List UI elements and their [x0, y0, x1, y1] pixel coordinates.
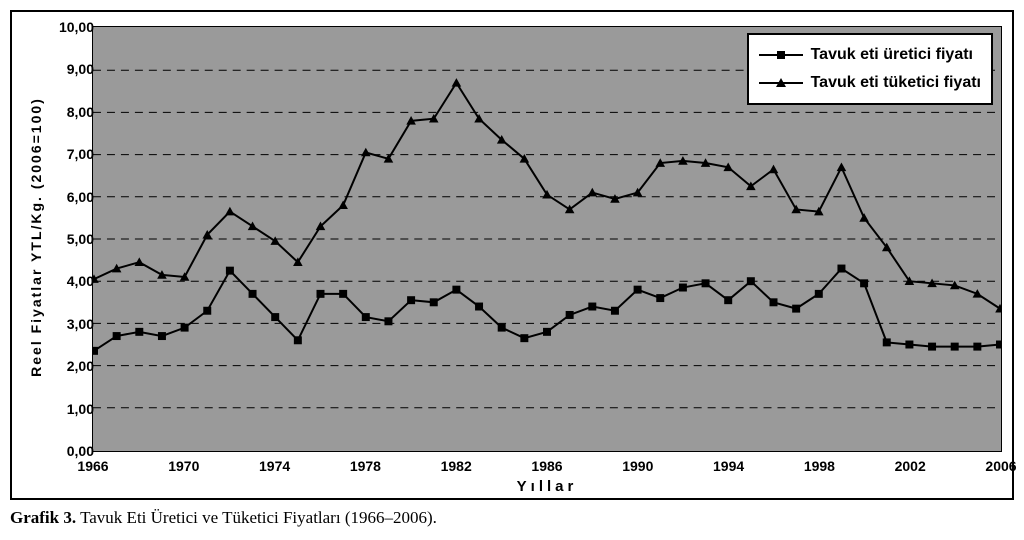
data-marker: [249, 290, 257, 298]
y-tick-label: 7,00: [44, 146, 94, 162]
figure-container: Reel Fiyatlar YTL/Kg. (2006=100) Tavuk e…: [0, 0, 1024, 540]
x-tick-label: 1994: [713, 458, 744, 474]
data-marker: [724, 296, 732, 304]
data-marker: [226, 267, 234, 275]
data-marker: [656, 294, 664, 302]
caption-prefix: Grafik 3.: [10, 508, 76, 527]
data-marker: [543, 328, 551, 336]
data-marker: [113, 332, 121, 340]
x-tick-label: 1998: [804, 458, 835, 474]
data-marker: [294, 336, 302, 344]
x-tick-label: 1978: [350, 458, 381, 474]
data-marker: [362, 313, 370, 321]
x-tick-label: 2006: [985, 458, 1016, 474]
y-tick-label: 8,00: [44, 104, 94, 120]
data-marker: [611, 307, 619, 315]
x-tick-label: 1986: [531, 458, 562, 474]
x-tick-label: 2002: [895, 458, 926, 474]
data-marker: [135, 257, 145, 266]
x-tick-label: 1974: [259, 458, 290, 474]
data-marker: [566, 311, 574, 319]
data-marker: [588, 188, 598, 197]
legend-item-producer: Tavuk eti üretici fiyatı: [759, 41, 981, 69]
y-tick-label: 3,00: [44, 316, 94, 332]
y-tick-label: 10,00: [44, 19, 94, 35]
data-marker: [634, 286, 642, 294]
legend-label-producer: Tavuk eti üretici fiyatı: [811, 46, 973, 64]
data-marker: [770, 298, 778, 306]
y-tick-label: 9,00: [44, 61, 94, 77]
data-marker: [859, 213, 869, 222]
x-tick-label: 1970: [168, 458, 199, 474]
data-marker: [928, 343, 936, 351]
data-marker: [361, 148, 371, 157]
y-tick-label: 4,00: [44, 273, 94, 289]
data-marker: [248, 222, 258, 231]
data-marker: [996, 341, 1001, 349]
data-marker: [407, 296, 415, 304]
legend: Tavuk eti üretici fiyatı Tavuk eti tüket…: [747, 33, 993, 105]
data-marker: [135, 328, 143, 336]
legend-swatch-square: [759, 46, 803, 64]
data-marker: [225, 207, 235, 216]
plot-area: Tavuk eti üretici fiyatı Tavuk eti tüket…: [92, 26, 1002, 452]
data-marker: [520, 334, 528, 342]
data-marker: [384, 317, 392, 325]
y-tick-label: 2,00: [44, 358, 94, 374]
data-marker: [747, 277, 755, 285]
caption-text: Tavuk Eti Üretici ve Tüketici Fiyatları …: [80, 508, 437, 527]
data-marker: [837, 162, 847, 171]
legend-item-consumer: Tavuk eti tüketici fiyatı: [759, 69, 981, 97]
x-tick-label: 1990: [622, 458, 653, 474]
data-marker: [792, 305, 800, 313]
x-tick-label: 1966: [77, 458, 108, 474]
data-marker: [158, 332, 166, 340]
y-tick-label: 5,00: [44, 231, 94, 247]
data-marker: [815, 290, 823, 298]
legend-label-consumer: Tavuk eti tüketici fiyatı: [811, 74, 981, 92]
data-marker: [475, 303, 483, 311]
data-marker: [339, 290, 347, 298]
data-marker: [769, 165, 779, 174]
data-marker: [181, 324, 189, 332]
data-marker: [203, 307, 211, 315]
chart-frame: Reel Fiyatlar YTL/Kg. (2006=100) Tavuk e…: [10, 10, 1014, 500]
data-marker: [430, 298, 438, 306]
data-marker: [679, 284, 687, 292]
data-marker: [338, 200, 348, 209]
x-axis-title: Yıllar: [92, 478, 1002, 495]
data-marker: [498, 324, 506, 332]
y-tick-label: 1,00: [44, 401, 94, 417]
data-marker: [973, 343, 981, 351]
figure-caption: Grafik 3. Tavuk Eti Üretici ve Tüketici …: [10, 508, 437, 528]
data-marker: [270, 236, 280, 245]
data-marker: [860, 279, 868, 287]
data-marker: [317, 290, 325, 298]
legend-swatch-triangle: [759, 74, 803, 92]
data-marker: [702, 279, 710, 287]
y-tick-label: 0,00: [44, 443, 94, 459]
data-marker: [452, 286, 460, 294]
data-marker: [951, 343, 959, 351]
data-marker: [905, 341, 913, 349]
data-marker: [883, 338, 891, 346]
data-marker: [837, 265, 845, 273]
data-marker: [271, 313, 279, 321]
data-marker: [452, 78, 462, 87]
data-marker: [588, 303, 596, 311]
x-tick-label: 1982: [441, 458, 472, 474]
data-marker: [93, 347, 98, 355]
y-tick-label: 6,00: [44, 189, 94, 205]
